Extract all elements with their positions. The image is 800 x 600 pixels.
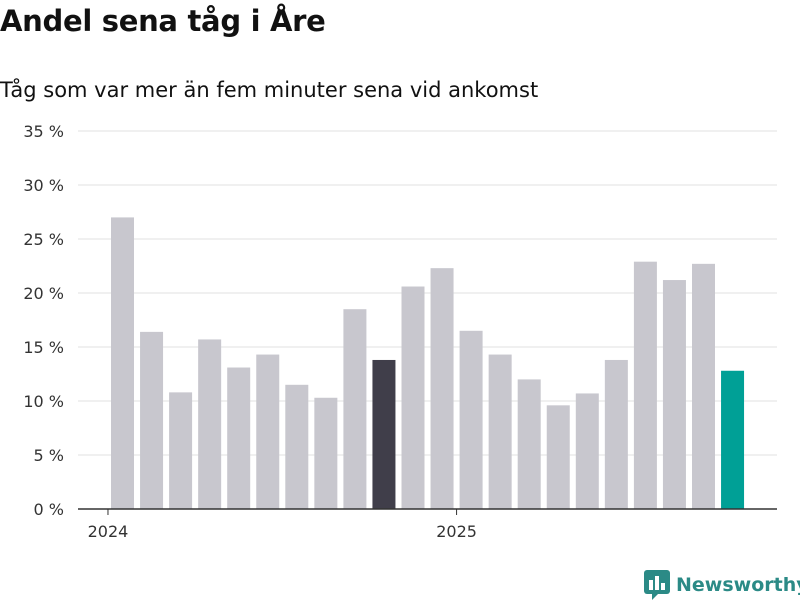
y-tick-label: 35 % bbox=[23, 122, 64, 141]
bar bbox=[604, 359, 628, 509]
gridlines bbox=[78, 130, 777, 456]
x-tick-label: 2024 bbox=[88, 522, 129, 541]
bar bbox=[198, 339, 222, 509]
brand-name: Newsworthy bbox=[676, 574, 800, 596]
chart-title: Andel sena tåg i Åre bbox=[0, 4, 326, 38]
bar bbox=[227, 367, 251, 509]
y-tick-label: 20 % bbox=[23, 284, 64, 303]
chart-subtitle: Tåg som var mer än fem minuter sena vid … bbox=[0, 78, 539, 102]
axes: 0 % 5 % 10 % 15 % 20 % 25 % 30 % 35 % 2024 2025 bbox=[23, 122, 777, 541]
bar bbox=[662, 280, 686, 509]
y-tick-label: 30 % bbox=[23, 176, 64, 195]
y-tick-label: 5 % bbox=[34, 446, 64, 465]
bar bbox=[692, 263, 715, 509]
bar-chart-logo-icon bbox=[644, 570, 670, 600]
bar bbox=[459, 330, 483, 509]
bar bbox=[372, 359, 396, 509]
bar bbox=[285, 384, 309, 509]
bar bbox=[575, 393, 599, 509]
bar bbox=[140, 331, 164, 509]
bar bbox=[401, 286, 425, 509]
bar bbox=[721, 370, 745, 509]
bar bbox=[169, 392, 193, 509]
bar bbox=[256, 354, 280, 509]
bar bbox=[314, 397, 338, 509]
bar bbox=[488, 354, 512, 509]
bar bbox=[633, 261, 657, 509]
bars bbox=[111, 217, 745, 509]
y-tick-label: 25 % bbox=[23, 230, 64, 249]
bar bbox=[517, 379, 541, 509]
y-tick-label: 15 % bbox=[23, 338, 64, 357]
bar bbox=[430, 268, 454, 509]
x-tick-label: 2025 bbox=[436, 522, 477, 541]
y-tick-label: 0 % bbox=[34, 500, 64, 519]
newsworthy-logo: Newsworthy bbox=[644, 570, 800, 600]
y-tick-label: 10 % bbox=[23, 392, 64, 411]
bar bbox=[343, 309, 367, 509]
bar bbox=[111, 217, 134, 509]
bar bbox=[546, 405, 570, 509]
